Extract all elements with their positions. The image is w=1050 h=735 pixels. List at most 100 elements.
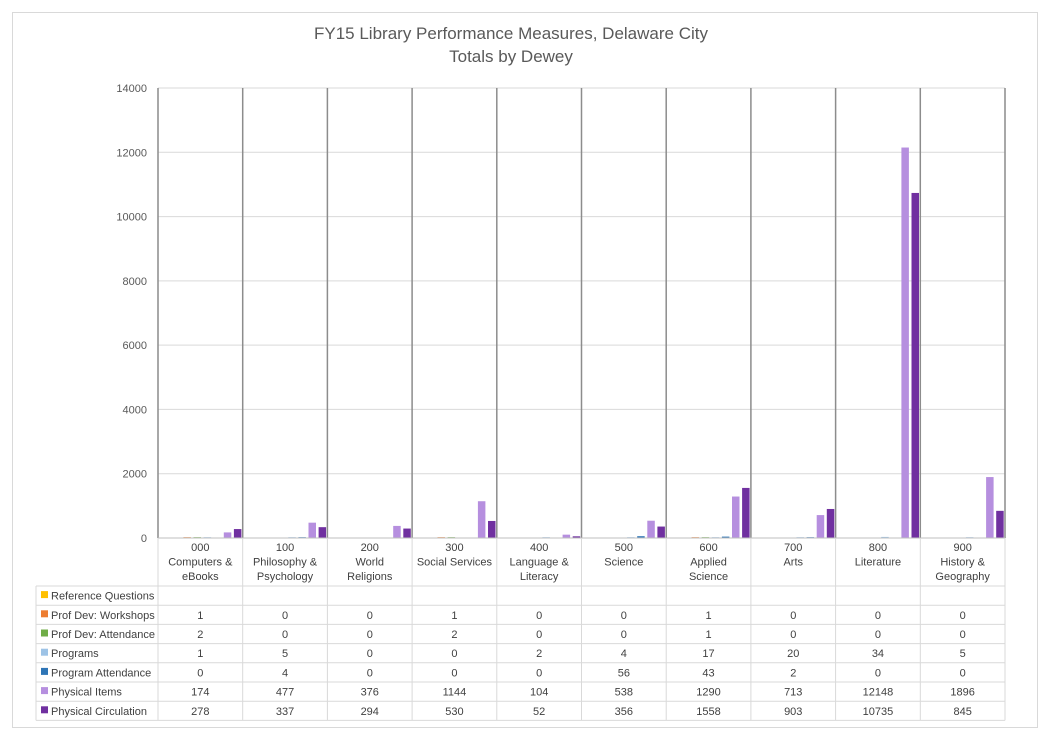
- y-tick-label: 6000: [123, 340, 147, 352]
- data-label: 1: [705, 610, 711, 622]
- category-label: 200: [361, 542, 379, 554]
- data-label: 0: [282, 629, 288, 641]
- data-label: 0: [960, 610, 966, 622]
- data-label: 0: [367, 648, 373, 660]
- data-label: 5: [960, 648, 966, 660]
- category-label: Arts: [783, 557, 803, 569]
- data-label: 34: [872, 648, 884, 660]
- bar: [901, 147, 909, 538]
- data-label: 0: [790, 629, 796, 641]
- data-label: 2: [536, 648, 542, 660]
- y-tick-label: 14000: [116, 83, 147, 95]
- data-label: 1: [197, 648, 203, 660]
- category-label: 800: [869, 542, 887, 554]
- data-label: 903: [784, 706, 802, 718]
- bar: [637, 536, 645, 538]
- legend-key: [41, 687, 48, 695]
- y-tick-label: 4000: [123, 404, 147, 416]
- category-label: 000: [191, 542, 209, 554]
- data-label: 20: [787, 648, 799, 660]
- bar: [647, 520, 655, 538]
- data-label: 0: [536, 667, 542, 679]
- category-label: 300: [445, 542, 463, 554]
- data-label: 278: [191, 706, 209, 718]
- data-label: 294: [361, 706, 379, 718]
- data-label: 477: [276, 687, 294, 699]
- chart-title: FY15 Library Performance Measures, Delaw…: [314, 24, 708, 43]
- category-label: Religions: [347, 571, 393, 583]
- data-label: 0: [875, 629, 881, 641]
- data-label: 4: [621, 648, 627, 660]
- legend-key: [41, 629, 48, 637]
- data-label: 174: [191, 687, 209, 699]
- category-label: World: [355, 557, 384, 569]
- series-label: Reference Questions: [51, 591, 155, 603]
- bar: [403, 528, 411, 538]
- data-label: 0: [451, 648, 457, 660]
- bar: [911, 192, 919, 539]
- category-separators: [157, 88, 1006, 538]
- category-label: Geography: [935, 571, 990, 583]
- data-label: 356: [615, 706, 633, 718]
- legend-key: [41, 706, 48, 714]
- data-label: 337: [276, 706, 294, 718]
- data-label: 17: [702, 648, 714, 660]
- data-label: 0: [197, 667, 203, 679]
- bar: [572, 536, 581, 538]
- data-label: 530: [445, 706, 463, 718]
- data-label: 845: [953, 706, 971, 718]
- category-label: History &: [940, 557, 985, 569]
- data-label: 1144: [443, 687, 467, 699]
- data-label: 0: [451, 667, 457, 679]
- data-label: 0: [960, 667, 966, 679]
- data-label: 1: [705, 629, 711, 641]
- bar: [881, 536, 889, 538]
- category-label: 700: [784, 542, 802, 554]
- data-label: 376: [361, 687, 379, 699]
- bar: [826, 508, 835, 538]
- data-label: 104: [530, 687, 548, 699]
- category-label: 600: [699, 542, 717, 554]
- category-label: 400: [530, 542, 548, 554]
- data-label: 0: [621, 629, 627, 641]
- chart-subtitle: Totals by Dewey: [449, 47, 573, 66]
- data-label: 0: [367, 610, 373, 622]
- y-tick-label: 2000: [123, 469, 147, 481]
- series-label: Prof Dev: Workshops: [51, 610, 155, 622]
- category-label: Language &: [509, 557, 569, 569]
- bar: [233, 529, 242, 538]
- chart-border: [12, 12, 1038, 728]
- data-label: 0: [875, 667, 881, 679]
- category-label: Literacy: [520, 571, 559, 583]
- category-label: Philosophy &: [253, 557, 318, 569]
- bar: [308, 522, 316, 538]
- bar: [986, 477, 994, 538]
- data-label: 0: [621, 610, 627, 622]
- bars: [183, 147, 1004, 539]
- data-label: 0: [875, 610, 881, 622]
- category-label: Applied: [690, 557, 727, 569]
- bar: [318, 527, 327, 538]
- bar: [742, 487, 750, 538]
- bar: [477, 501, 486, 538]
- series-label: Physical Circulation: [51, 706, 147, 718]
- category-label: 100: [276, 542, 294, 554]
- bar: [223, 532, 232, 538]
- data-label: 538: [615, 687, 633, 699]
- category-label: Social Services: [417, 557, 493, 569]
- category-label: Psychology: [257, 571, 314, 583]
- data-label: 5: [282, 648, 288, 660]
- category-label: Science: [604, 557, 643, 569]
- data-label: 0: [282, 610, 288, 622]
- category-label: Literature: [855, 557, 901, 569]
- legend-key: [41, 648, 48, 656]
- bar: [996, 510, 1004, 538]
- data-label: 1: [197, 610, 203, 622]
- data-label: 10735: [863, 706, 894, 718]
- data-label: 0: [536, 610, 542, 622]
- category-label: Science: [689, 571, 728, 583]
- series-label: Prof Dev: Attendance: [51, 629, 155, 641]
